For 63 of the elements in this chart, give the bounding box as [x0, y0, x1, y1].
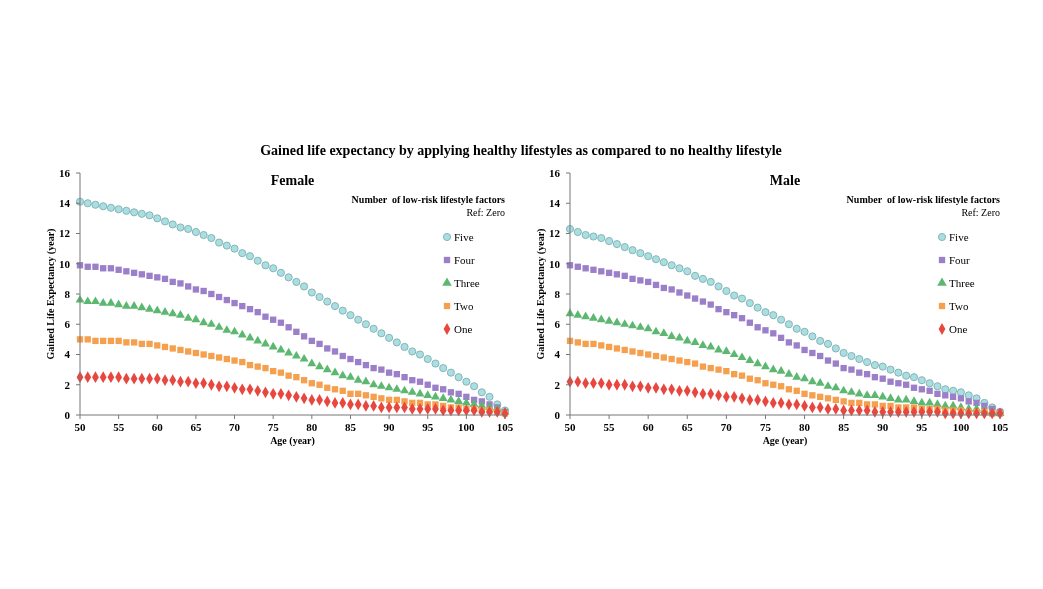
legend-label: Five: [454, 230, 474, 243]
x-tick-label: 85: [838, 421, 850, 433]
y-axis-title: Gained Life Expectancy (year): [535, 228, 547, 360]
x-tick-label: 100: [952, 421, 970, 433]
x-tick-label: 65: [190, 421, 202, 433]
x-tick-label: 70: [720, 421, 733, 433]
annotation: Ref: Zero: [466, 207, 505, 218]
legend-title: Number of low-risk lifestyle factors: [351, 194, 506, 205]
y-axis-title: Gained Life Expectancy (year): [45, 228, 57, 360]
x-tick-label: 100: [458, 421, 476, 433]
y-tick-label: 8: [554, 287, 561, 300]
x-tick-label: 50: [564, 421, 576, 433]
legend-label: Five: [949, 230, 969, 243]
x-tick-label: 55: [113, 421, 125, 433]
x-axis-title: Age (year): [762, 435, 808, 447]
legend-title: Number of low-risk lifestyle factors: [846, 194, 1001, 205]
x-tick-label: 105: [496, 421, 514, 433]
chart-subtitle: Female: [270, 173, 315, 188]
x-tick-label: 90: [383, 421, 396, 433]
y-tick-label: 4: [64, 348, 71, 361]
x-tick-label: 65: [681, 421, 694, 433]
x-tick-label: 50: [74, 421, 86, 433]
y-tick-label: 14: [59, 197, 71, 210]
x-tick-label: 80: [306, 421, 318, 433]
x-tick-label: 70: [229, 421, 241, 433]
y-tick-label: 10: [549, 257, 561, 270]
chart-subtitle: Male: [769, 173, 801, 188]
x-axis-title: Age (year): [270, 435, 315, 447]
legend-label: Two: [454, 299, 474, 312]
x-tick-label: 60: [642, 421, 655, 433]
legend-label: Four: [454, 253, 476, 266]
x-tick-label: 75: [759, 421, 772, 433]
x-tick-label: 75: [267, 421, 280, 433]
x-tick-label: 60: [151, 421, 164, 433]
x-tick-label: 95: [916, 421, 928, 433]
y-tick-label: 10: [59, 257, 71, 270]
legend-label: Three: [949, 276, 975, 289]
x-tick-label: 85: [344, 421, 357, 433]
y-tick-label: 8: [64, 287, 71, 300]
y-tick-label: 14: [549, 197, 561, 210]
y-tick-label: 6: [554, 318, 561, 331]
chart-title: Gained life expectancy by applying healthy lifestyles as compared to no healthy lifestyle: [260, 143, 782, 158]
y-tick-label: 2: [554, 378, 561, 391]
x-tick-label: 95: [422, 421, 434, 433]
x-tick-label: 105: [991, 421, 1009, 433]
legend-label: One: [454, 322, 473, 335]
y-tick-label: 12: [59, 227, 71, 240]
y-tick-label: 0: [554, 408, 561, 421]
annotation: Ref: Zero: [961, 207, 1000, 218]
y-tick-label: 6: [64, 318, 71, 331]
y-tick-label: 0: [64, 408, 71, 421]
legend-label: Four: [949, 253, 971, 266]
legend-label: One: [949, 322, 968, 335]
x-tick-label: 55: [603, 421, 616, 433]
legend-label: Two: [949, 299, 969, 312]
y-tick-label: 4: [554, 348, 561, 361]
y-tick-label: 12: [549, 227, 561, 240]
y-tick-label: 16: [59, 166, 71, 179]
x-tick-label: 90: [877, 421, 889, 433]
y-tick-label: 16: [549, 166, 561, 179]
y-tick-label: 2: [64, 378, 71, 391]
x-tick-label: 80: [799, 421, 811, 433]
legend-label: Three: [454, 276, 480, 289]
